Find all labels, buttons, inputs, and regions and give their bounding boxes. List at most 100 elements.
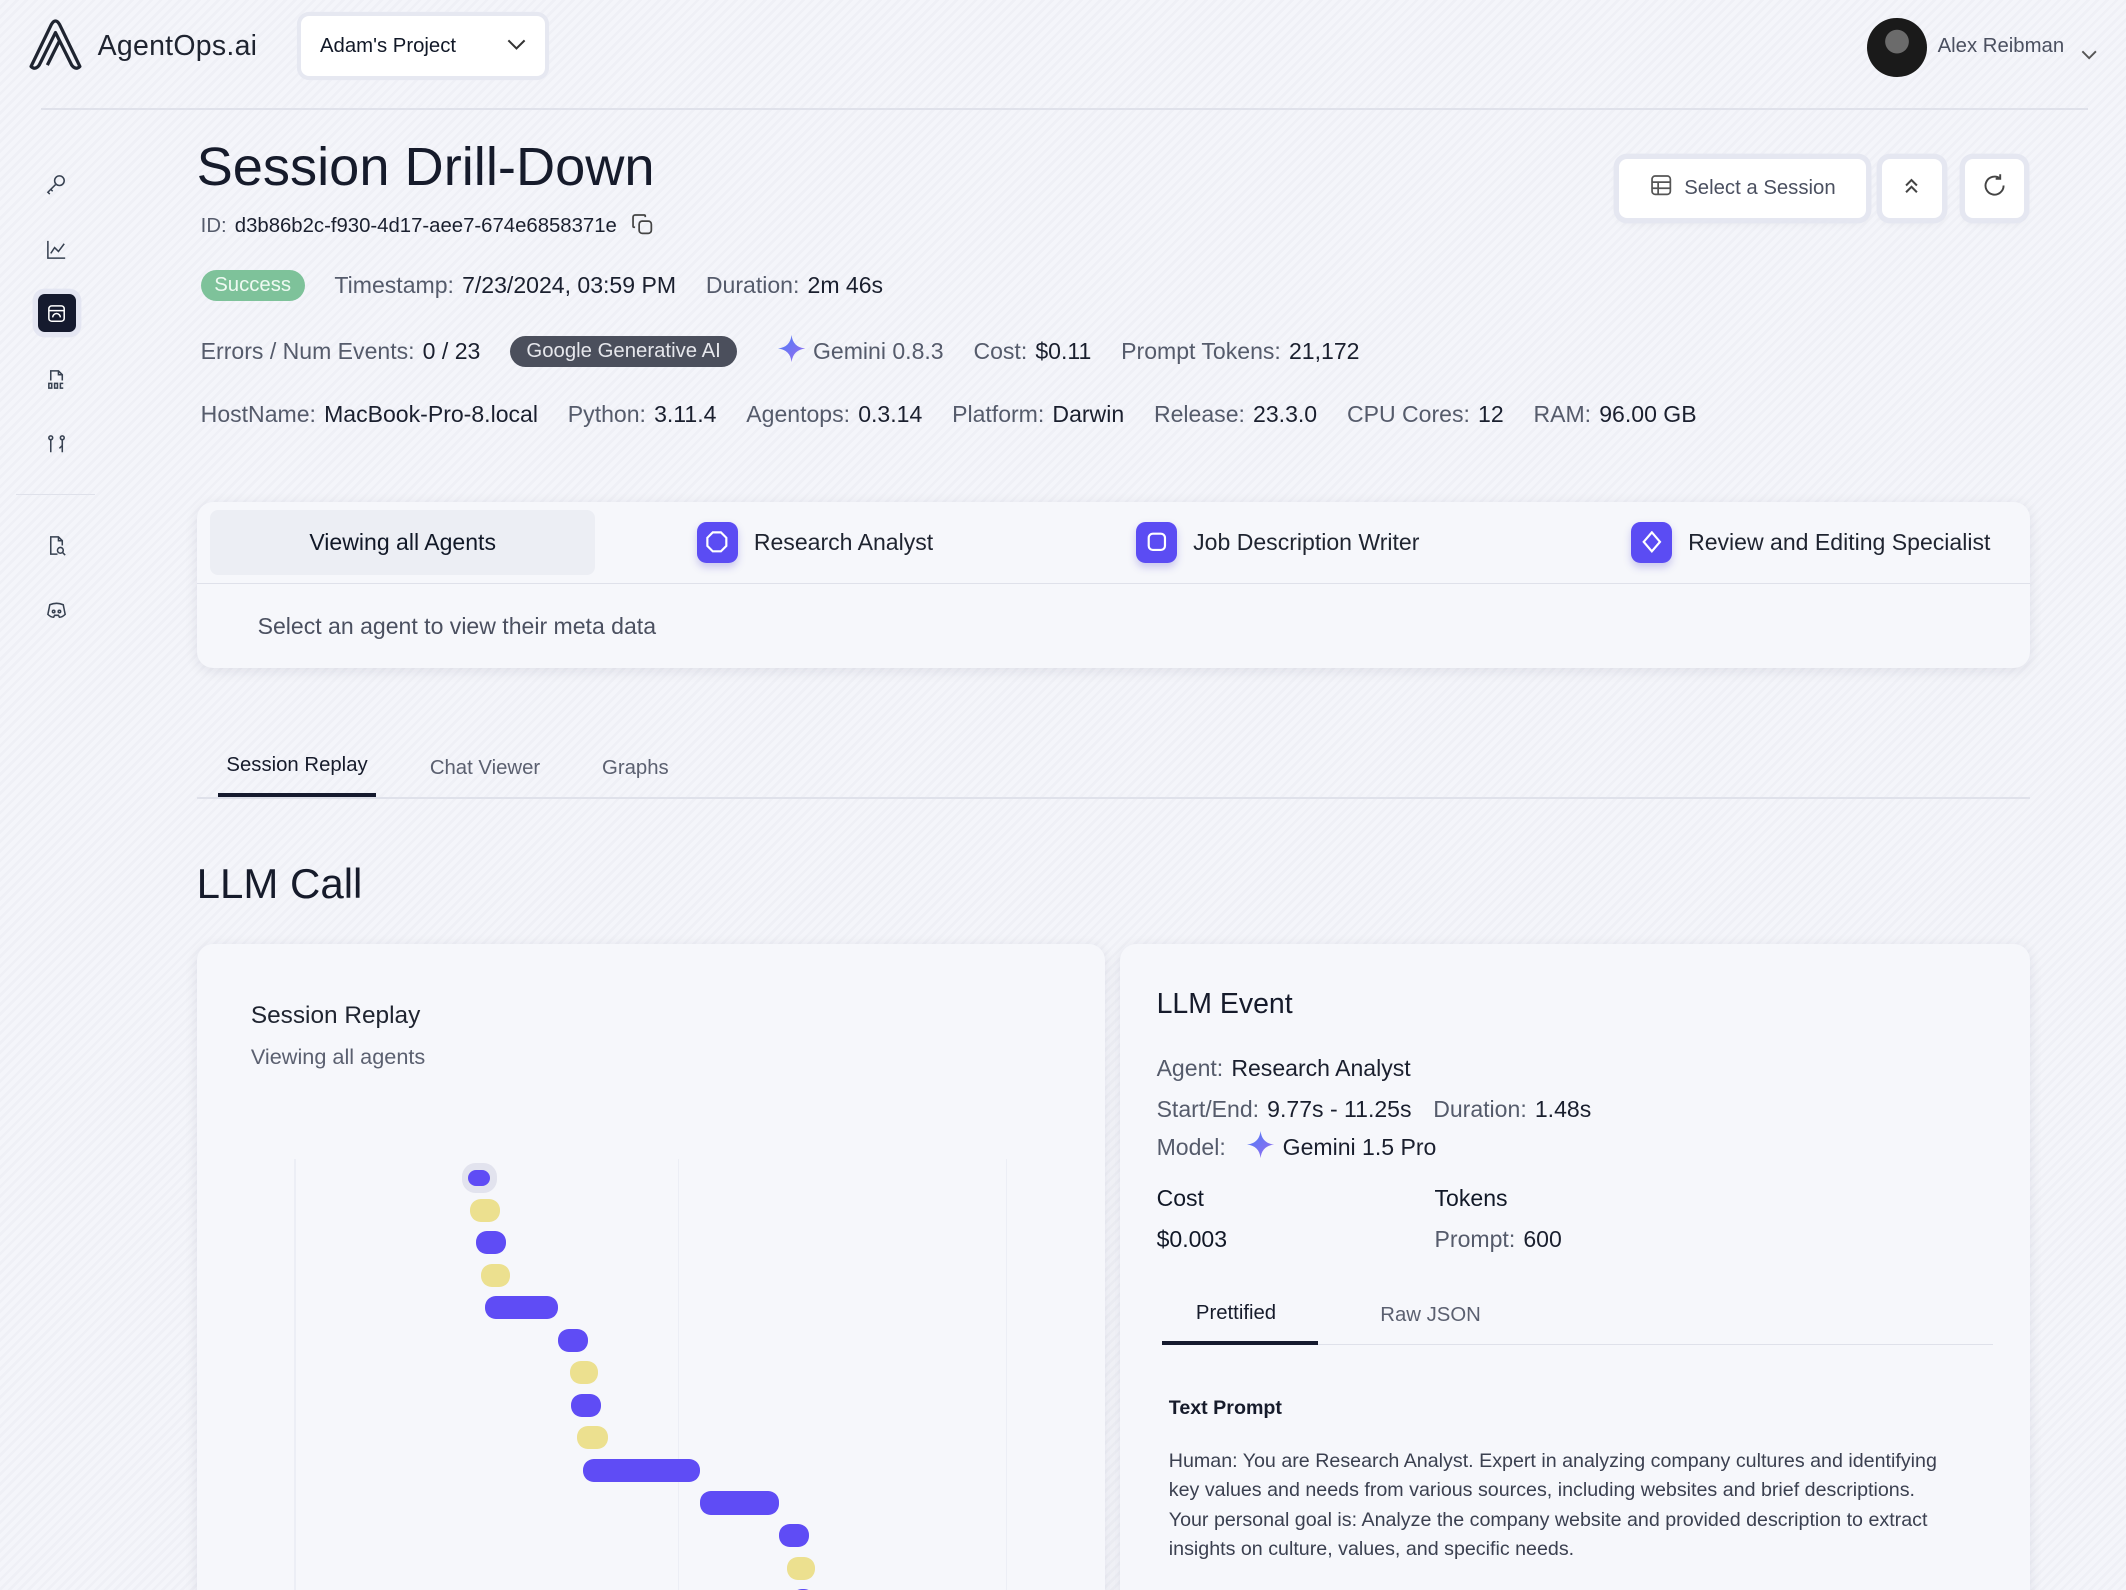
project-selector[interactable]: Adam's Project (301, 16, 546, 76)
agent-square-icon (1136, 522, 1177, 563)
start-end-value: 9.77s - 11.25s (1267, 1095, 1412, 1122)
python-label: Python: (567, 401, 646, 428)
gridline (294, 1159, 296, 1590)
cost-value: $0.11 (1035, 337, 1092, 364)
sidebar-item-integrations[interactable] (38, 426, 76, 464)
avatar[interactable] (1867, 17, 1927, 78)
duration-value: 2m 46s (807, 271, 884, 298)
platform-label: Platform: (952, 401, 1045, 428)
select-session-button[interactable]: Select a Session (1618, 158, 1866, 219)
llm-event-bar[interactable] (571, 1393, 601, 1417)
project-name: Adam's Project (319, 34, 457, 57)
section-title: LLM Call (196, 859, 363, 907)
doc-icon (48, 370, 64, 390)
provider-badge: Google Generative AI (510, 335, 738, 368)
tool-event-bar[interactable] (470, 1198, 500, 1222)
tool-event-bar[interactable] (569, 1361, 598, 1385)
agent-tab-all[interactable]: Viewing all Agents (210, 509, 596, 575)
cpu-value: 12 (1478, 401, 1504, 428)
platform-value: Darwin (1052, 401, 1125, 428)
tab-chat-viewer[interactable]: Chat Viewer (429, 756, 541, 779)
release-value: 23.3.0 (1253, 401, 1318, 428)
copy-icon[interactable] (630, 212, 654, 242)
agent-hint: Select an agent to view their meta data (257, 612, 657, 639)
gemini-icon (777, 334, 805, 368)
active-tab-indicator (218, 793, 376, 798)
page-title: Session Drill-Down (196, 136, 655, 197)
agent-octagon-icon (696, 522, 738, 563)
tool-event-bar[interactable] (577, 1426, 609, 1450)
session-replay-card (196, 943, 1106, 1590)
release-label: Release: (1153, 401, 1245, 428)
agentops-label: Agentops: (746, 401, 851, 428)
tool-event-bar[interactable] (480, 1263, 510, 1287)
model-value: Gemini 1.5 Pro (1282, 1133, 1437, 1160)
python-value: 3.11.4 (654, 401, 717, 428)
tabs-divider (196, 797, 2030, 799)
llm-event-bar[interactable] (700, 1491, 780, 1515)
duration-label: Duration: (705, 271, 800, 298)
ram-value: 96.00 GB (1599, 401, 1697, 428)
text-prompt-label: Text Prompt (1168, 1396, 1282, 1419)
cost-label: Cost: (973, 337, 1028, 364)
tab-raw-json[interactable]: Raw JSON (1380, 1304, 1481, 1327)
event-duration-label: Duration: (1433, 1095, 1527, 1122)
prompt-tokens-value: 21,172 (1288, 337, 1360, 364)
llm-event-bar[interactable] (468, 1170, 491, 1187)
start-end-label: Start/End: (1156, 1095, 1260, 1122)
chevrons-up-icon (1902, 176, 1921, 201)
session-replay-icon (48, 304, 66, 322)
agent-label: Job Description Writer (1193, 528, 1420, 555)
sidebar-item-discord[interactable] (38, 591, 76, 629)
agent-tab-research-analyst[interactable]: Research Analyst (696, 522, 933, 563)
sidebar-item-session-replay[interactable] (37, 294, 76, 333)
session-id: d3b86b2c-f930-4d17-aee7-674e6858371e (234, 215, 617, 238)
logo-text: AgentOps.ai (97, 29, 258, 62)
llm-event-bar[interactable] (485, 1296, 559, 1320)
text-prompt: Human: You are Research Analyst. Expert … (1169, 1447, 1969, 1565)
agent-tab-job-description-writer[interactable]: Job Description Writer (1136, 522, 1419, 563)
user-menu-chevron-icon[interactable] (2081, 41, 2097, 67)
event-tabs-divider (1162, 1343, 1994, 1346)
prompt-value: 600 (1523, 1225, 1562, 1252)
llm-event-bar[interactable] (583, 1458, 701, 1482)
model-label: Model: (1156, 1133, 1226, 1160)
agent-value: Research Analyst (1231, 1054, 1411, 1081)
tokens-heading: Tokens (1434, 1185, 1508, 1212)
gemini-icon (1247, 1130, 1275, 1164)
tab-graphs[interactable]: Graphs (602, 756, 669, 779)
git-branch-icon (48, 435, 66, 453)
sidebar-item-docs[interactable] (38, 361, 76, 399)
agent-label: Agent: (1156, 1054, 1224, 1081)
refresh-button[interactable] (1964, 158, 2025, 219)
collapse-button[interactable] (1881, 158, 1942, 219)
select-session-label: Select a Session (1684, 176, 1836, 199)
llm-event-bar[interactable] (476, 1231, 506, 1255)
agents-card: Viewing all Agents Research Analyst Job … (196, 501, 2030, 669)
sidebar-item-analytics[interactable] (38, 231, 76, 269)
tab-session-replay[interactable]: Session Replay (226, 753, 368, 776)
ram-label: RAM: (1533, 401, 1592, 428)
agents-divider (196, 583, 2030, 585)
llm-event-bar[interactable] (558, 1328, 588, 1352)
host-value: MacBook-Pro-8.local (324, 401, 538, 428)
agent-tab-review-editing-specialist[interactable]: Review and Editing Specialist (1631, 522, 1990, 563)
user-name[interactable]: Alex Reibman (1937, 35, 2065, 58)
sidebar-divider (16, 493, 95, 495)
llm-event-card: LLM Event Agent: Research Analyst Start/E… (1119, 943, 2030, 1590)
replay-subtitle: Viewing all agents (250, 1044, 426, 1070)
tab-prettified[interactable]: Prettified (1195, 1301, 1277, 1324)
id-label: ID: (200, 215, 227, 238)
gridline (1006, 1159, 1008, 1590)
prompt-label: Prompt: (1434, 1225, 1516, 1252)
sidebar-item-keys[interactable] (38, 165, 76, 203)
cpu-label: CPU Cores: (1346, 401, 1470, 428)
cost-value: $0.003 (1156, 1225, 1228, 1252)
tool-event-bar[interactable] (786, 1556, 815, 1580)
llm-event-bar[interactable] (779, 1524, 809, 1548)
prompt-tokens-label: Prompt Tokens: (1121, 337, 1281, 364)
cost-heading: Cost (1156, 1185, 1204, 1212)
sidebar-item-docs-search[interactable] (38, 526, 76, 564)
logo-icon[interactable] (27, 19, 84, 77)
file-search-icon (50, 535, 67, 556)
